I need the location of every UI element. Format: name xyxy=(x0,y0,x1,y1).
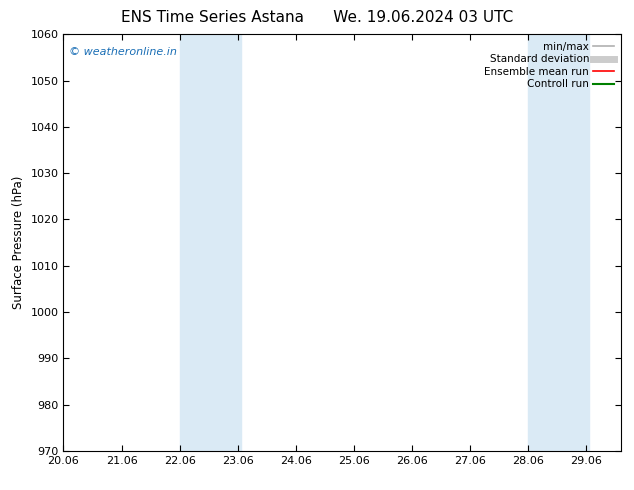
Text: ENS Time Series Astana      We. 19.06.2024 03 UTC: ENS Time Series Astana We. 19.06.2024 03… xyxy=(121,10,513,25)
Bar xyxy=(179,34,241,451)
Bar xyxy=(528,34,590,451)
Y-axis label: Surface Pressure (hPa): Surface Pressure (hPa) xyxy=(12,176,25,309)
Legend: min/max, Standard deviation, Ensemble mean run, Controll run: min/max, Standard deviation, Ensemble me… xyxy=(482,40,616,92)
Text: © weatheronline.in: © weatheronline.in xyxy=(69,47,177,57)
